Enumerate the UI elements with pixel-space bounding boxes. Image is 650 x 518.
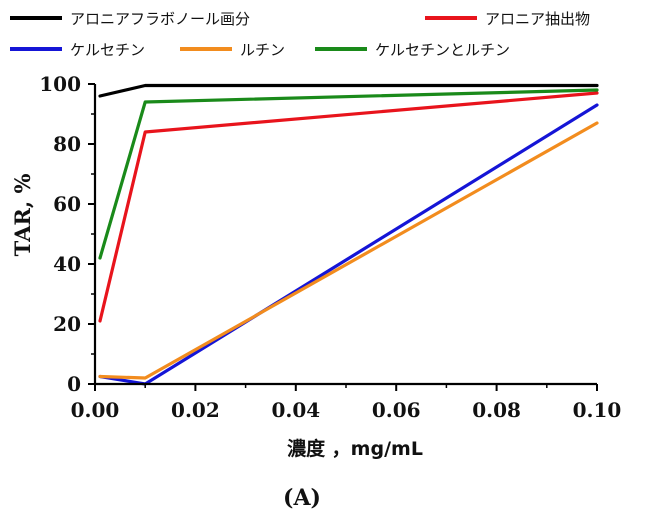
series-line-4 — [98, 121, 599, 380]
y-tick-label: 60 — [53, 192, 81, 216]
y-tick-label: 80 — [53, 132, 81, 156]
series-layer — [98, 83, 599, 386]
series-line-2 — [98, 91, 599, 323]
y-tick-label: 100 — [39, 72, 81, 96]
series-line-3 — [98, 103, 599, 386]
x-tick-label: 0.00 — [71, 398, 120, 422]
axes: 0.00 0.02 0.04 0.06 0.08 0.10 0 20 40 60 80 100 — [39, 72, 621, 422]
legend-label-1: アロニアフラボノール画分 — [70, 10, 250, 28]
legend-label-3: ケルセチン — [70, 41, 145, 59]
panel-label: (A) — [283, 485, 321, 511]
x-tick-label: 0.04 — [271, 398, 320, 422]
y-tick-label: 0 — [67, 372, 81, 396]
legend-label-4: ルチン — [240, 41, 285, 59]
x-tick-label: 0.06 — [372, 398, 421, 422]
y-tick-label: 40 — [53, 252, 81, 276]
x-tick-label: 0.02 — [171, 398, 220, 422]
legend-label-5: ケルセチンとルチン — [375, 41, 510, 59]
x-axis-title: 濃度 ，mg/mL — [287, 437, 423, 460]
y-tick-label: 20 — [53, 312, 81, 336]
x-tick-label: 0.08 — [472, 398, 521, 422]
y-axis-title: TAR, % — [10, 174, 35, 257]
y-axis-title-group: TAR, % — [10, 174, 35, 257]
legend-label-2: アロニア抽出物 — [485, 10, 590, 28]
series-line-5 — [98, 88, 599, 260]
x-tick-label: 0.10 — [573, 398, 622, 422]
series-line-1 — [98, 83, 599, 98]
